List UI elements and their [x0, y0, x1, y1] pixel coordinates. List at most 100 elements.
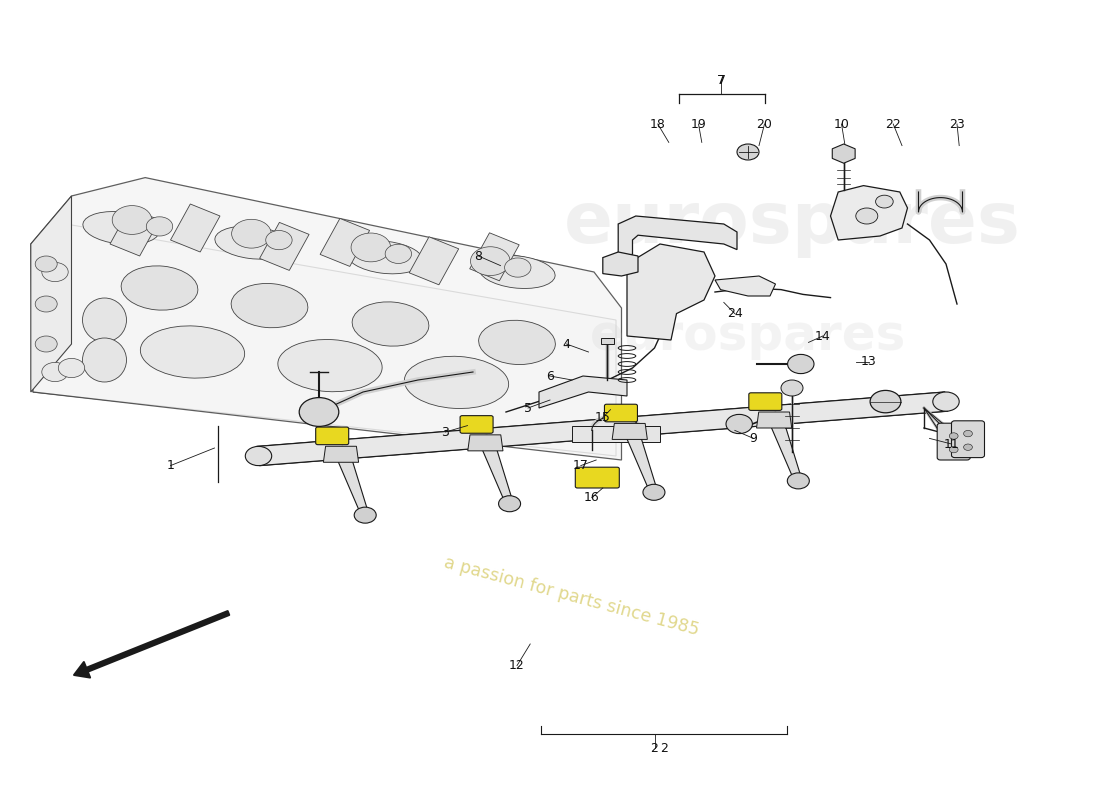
Polygon shape	[833, 144, 855, 163]
Ellipse shape	[405, 356, 508, 409]
Circle shape	[933, 392, 959, 411]
Circle shape	[232, 219, 272, 248]
Text: 24: 24	[727, 307, 742, 320]
Polygon shape	[612, 423, 647, 439]
Polygon shape	[539, 376, 627, 408]
Text: 20: 20	[757, 118, 772, 130]
Ellipse shape	[82, 298, 126, 342]
Polygon shape	[623, 425, 658, 493]
Circle shape	[498, 496, 520, 512]
Text: 14: 14	[815, 330, 830, 342]
Circle shape	[42, 362, 68, 382]
Circle shape	[35, 296, 57, 312]
Circle shape	[354, 507, 376, 523]
Text: 5: 5	[524, 402, 532, 414]
Polygon shape	[33, 224, 616, 456]
Circle shape	[385, 244, 411, 263]
FancyBboxPatch shape	[749, 393, 782, 410]
Polygon shape	[110, 208, 160, 256]
Text: a passion for parts since 1985: a passion for parts since 1985	[442, 554, 702, 638]
Circle shape	[964, 444, 972, 450]
Circle shape	[964, 430, 972, 437]
Polygon shape	[470, 233, 519, 281]
Polygon shape	[572, 426, 660, 442]
Polygon shape	[715, 276, 775, 296]
Polygon shape	[618, 216, 737, 256]
FancyBboxPatch shape	[460, 416, 493, 434]
Text: 7: 7	[717, 74, 726, 86]
Circle shape	[788, 473, 810, 489]
Circle shape	[35, 336, 57, 352]
Polygon shape	[323, 446, 359, 462]
Polygon shape	[333, 448, 369, 516]
FancyArrowPatch shape	[74, 611, 229, 678]
Text: 17: 17	[573, 459, 588, 472]
Ellipse shape	[82, 338, 126, 382]
Circle shape	[112, 206, 152, 234]
Text: 13: 13	[861, 355, 877, 368]
Text: 23: 23	[949, 118, 965, 130]
Circle shape	[299, 398, 339, 426]
Polygon shape	[31, 196, 72, 392]
Text: 2: 2	[660, 742, 668, 754]
Text: 4: 4	[562, 338, 571, 350]
Ellipse shape	[121, 266, 198, 310]
Polygon shape	[31, 178, 621, 460]
Text: 1: 1	[166, 459, 175, 472]
Circle shape	[788, 354, 814, 374]
Circle shape	[266, 230, 293, 250]
Text: 18: 18	[650, 118, 666, 130]
Circle shape	[781, 380, 803, 396]
Polygon shape	[603, 252, 638, 276]
FancyBboxPatch shape	[575, 467, 619, 488]
Circle shape	[642, 484, 664, 500]
Circle shape	[471, 246, 510, 275]
Text: 6: 6	[546, 370, 554, 382]
Text: eurospares: eurospares	[590, 312, 906, 360]
Ellipse shape	[346, 241, 424, 274]
FancyBboxPatch shape	[937, 423, 970, 460]
Text: 2: 2	[650, 742, 659, 754]
Polygon shape	[409, 237, 459, 285]
Circle shape	[245, 446, 272, 466]
Ellipse shape	[352, 302, 429, 346]
Circle shape	[949, 446, 958, 453]
Circle shape	[351, 233, 390, 262]
Ellipse shape	[141, 326, 244, 378]
Text: 9: 9	[749, 432, 758, 445]
FancyBboxPatch shape	[952, 421, 984, 458]
Circle shape	[949, 433, 958, 439]
Polygon shape	[757, 412, 792, 428]
Text: 15: 15	[595, 411, 610, 424]
Circle shape	[870, 390, 901, 413]
Polygon shape	[257, 392, 947, 466]
Ellipse shape	[82, 211, 160, 245]
Circle shape	[856, 208, 878, 224]
Text: 22: 22	[886, 118, 901, 130]
Circle shape	[58, 358, 85, 378]
Polygon shape	[767, 414, 802, 482]
Ellipse shape	[478, 320, 556, 365]
FancyBboxPatch shape	[605, 404, 638, 422]
Circle shape	[35, 256, 57, 272]
Polygon shape	[260, 222, 309, 270]
Circle shape	[737, 144, 759, 160]
Polygon shape	[170, 204, 220, 252]
Text: 16: 16	[584, 491, 600, 504]
Polygon shape	[320, 218, 370, 266]
Circle shape	[42, 262, 68, 282]
Circle shape	[876, 195, 893, 208]
Text: eurospares: eurospares	[563, 190, 1021, 258]
Text: 7: 7	[716, 74, 725, 86]
Polygon shape	[468, 435, 503, 451]
Ellipse shape	[478, 255, 556, 289]
Text: 12: 12	[509, 659, 525, 672]
Text: 11: 11	[944, 438, 959, 450]
Polygon shape	[830, 186, 908, 240]
Ellipse shape	[231, 283, 308, 328]
Text: 3: 3	[441, 426, 450, 438]
Circle shape	[726, 414, 752, 434]
Polygon shape	[627, 244, 715, 340]
Text: 8: 8	[474, 250, 483, 262]
Text: 10: 10	[834, 118, 849, 130]
